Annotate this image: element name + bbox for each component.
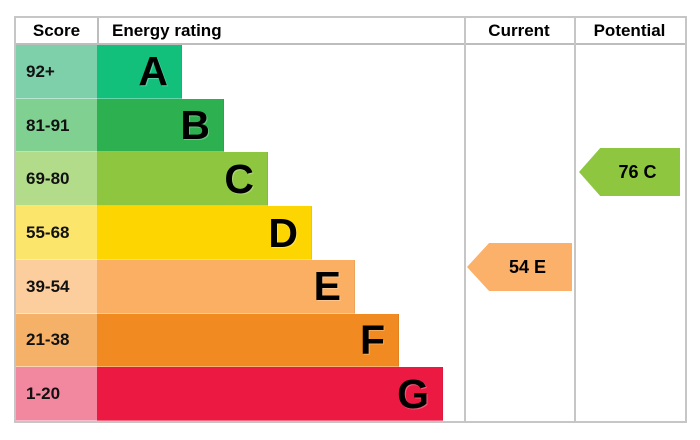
epc-rating-chart: Score Energy rating Current Potential 92… (14, 16, 687, 423)
potential-rating-arrow: 76 C (579, 148, 680, 196)
chart-header-row: Score Energy rating Current Potential (16, 18, 685, 45)
band-letter-c: C (224, 155, 254, 202)
potential-column-divider (574, 18, 576, 421)
current-rating-arrow: 54 E (467, 243, 572, 291)
current-column-divider (464, 18, 466, 421)
band-row-e: 39-54 E (16, 259, 462, 314)
band-row-g: 1-20 G (16, 367, 462, 422)
band-row-a: 92+ A (16, 45, 462, 99)
band-bar-b: B (97, 98, 224, 153)
band-bar-d: D (97, 206, 312, 260)
current-column-header: Current (488, 21, 550, 40)
band-letter-b: B (180, 102, 210, 149)
potential-column-header: Potential (593, 21, 666, 40)
band-letter-a: A (138, 48, 168, 95)
score-column-header: Score (32, 21, 81, 40)
band-row-d: 55-68 D (16, 206, 462, 260)
band-row-b: 81-91 B (16, 98, 462, 153)
band-bar-g: G (97, 367, 443, 422)
score-range-g: 1-20 (16, 367, 97, 422)
band-row-c: 69-80 C (16, 152, 462, 207)
energy-band-rows: 92+ A 81-91 B 69-80 C 55-68 D 39-54 E 21-38 F 1-20 G (16, 45, 462, 422)
band-letter-e: E (313, 263, 341, 310)
energy-rating-column-header: Energy rating (112, 21, 222, 40)
score-range-e: 39-54 (16, 259, 97, 314)
band-bar-f: F (97, 313, 399, 368)
band-letter-g: G (397, 370, 429, 417)
score-range-c: 69-80 (16, 152, 97, 207)
score-range-d: 55-68 (16, 206, 97, 260)
band-bar-e: E (97, 259, 355, 314)
header-divider (97, 18, 99, 43)
band-bar-c: C (97, 152, 268, 207)
score-range-b: 81-91 (16, 98, 97, 153)
potential-rating-label: 76 C (618, 161, 657, 182)
score-range-a: 92+ (16, 45, 97, 99)
band-bar-a: A (97, 45, 182, 99)
band-letter-d: D (268, 209, 298, 256)
band-letter-f: F (359, 316, 385, 363)
score-range-f: 21-38 (16, 313, 97, 368)
current-rating-label: 54 E (508, 256, 547, 277)
band-row-f: 21-38 F (16, 313, 462, 368)
